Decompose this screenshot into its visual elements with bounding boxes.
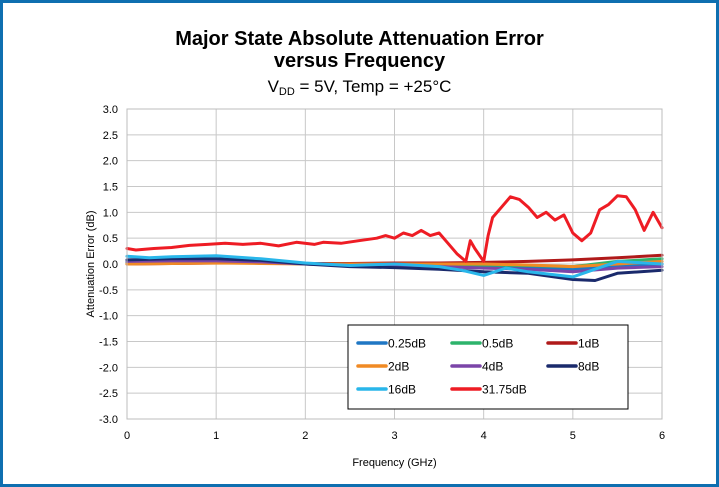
y-tick-label: -3.0: [99, 414, 118, 426]
y-tick-label: 3.0: [103, 104, 118, 116]
x-tick-label: 6: [659, 430, 665, 442]
subtitle-vdd-prefix: V: [267, 77, 279, 96]
y-tick-label: -2.5: [99, 388, 118, 400]
axes: 3.0 2.5 2.0 1.5 1.0 0.5 0.0 -0.5 -1.0 -1.5 -2.0 -2.…: [99, 104, 665, 442]
legend: 0.25dB 0.5dB 1dB 2dB 4dB 8dB 16dB 31.75dB: [347, 324, 629, 410]
x-tick-label: 3: [391, 430, 397, 442]
series-line-8db: [125, 257, 664, 282]
legend-label-1db: 1dB: [578, 337, 599, 351]
y-tick-label: 2.5: [103, 130, 118, 142]
legend-label-8db: 8dB: [578, 360, 599, 374]
x-tick-label: 2: [302, 430, 308, 442]
x-axis-label: Frequency (GHz): [352, 457, 436, 469]
legend-label-0-25db: 0.25dB: [388, 337, 426, 351]
y-tick-label: -0.5: [99, 285, 118, 297]
legend-label-4db: 4dB: [482, 360, 503, 374]
chart-subtitle: VDD = 5V, Temp = +25°C: [3, 77, 716, 102]
y-tick-label: -1.0: [99, 311, 118, 323]
y-tick-label: -1.5: [99, 337, 118, 349]
chart-title-line2: versus Frequency: [273, 50, 446, 72]
series-layer: [125, 194, 664, 282]
legend-label-16db: 16dB: [388, 383, 416, 397]
y-tick-label: 1.5: [103, 182, 118, 194]
y-tick-label: 2.0: [103, 156, 118, 168]
legend-label-31-75db: 31.75dB: [482, 383, 527, 397]
legend-box: [347, 324, 629, 410]
y-axis-label: Attenuation Error (dB): [85, 211, 97, 318]
legend-label-2db: 2dB: [388, 360, 409, 374]
y-tick-label: 1.0: [103, 207, 118, 219]
x-tick-label: 4: [481, 430, 487, 442]
y-tick-label: 0.0: [103, 259, 118, 271]
y-tick-label: 0.5: [103, 233, 118, 245]
x-tick-label: 1: [213, 430, 219, 442]
series-line-16db: [125, 254, 664, 279]
chart-title-line1: Major State Absolute Attenuation Error: [175, 28, 544, 50]
subtitle-vdd-sub: DD: [278, 86, 295, 98]
x-tick-label: 5: [570, 430, 576, 442]
x-tick-label: 0: [124, 430, 130, 442]
plot-border: [126, 108, 663, 420]
series-line-31-75db: [125, 194, 664, 263]
legend-label-0-5db: 0.5dB: [482, 337, 513, 351]
y-tick-label: -2.0: [99, 362, 118, 374]
subtitle-rest: = 5V, Temp = +25°C: [294, 77, 452, 96]
